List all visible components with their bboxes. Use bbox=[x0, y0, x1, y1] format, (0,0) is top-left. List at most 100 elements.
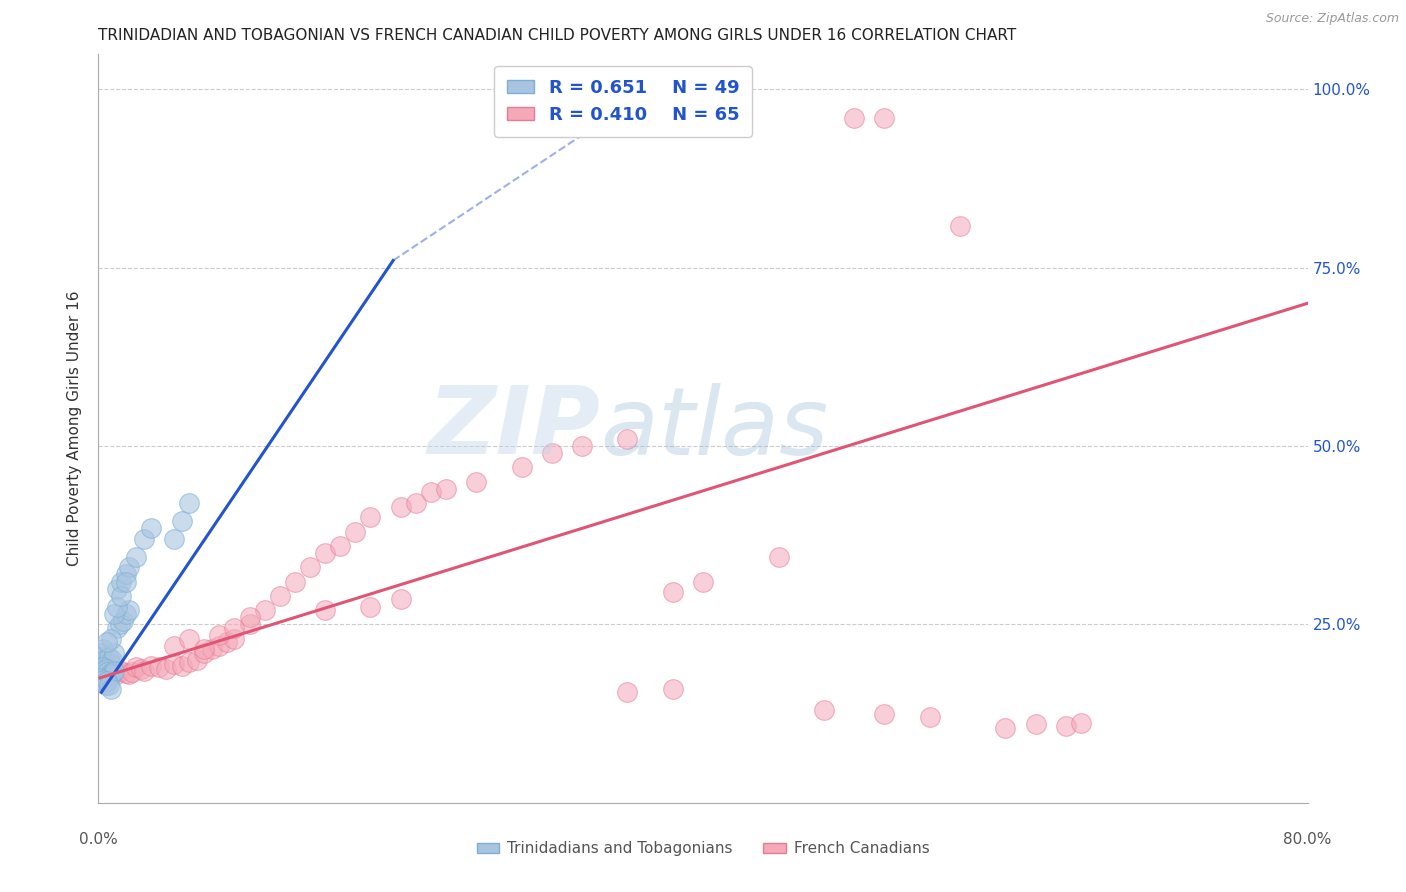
Point bbox=[94, 662, 117, 676]
Point bbox=[813, 703, 835, 717]
Point bbox=[125, 549, 148, 564]
Point bbox=[91, 642, 114, 657]
Point bbox=[101, 667, 124, 681]
Point bbox=[215, 635, 238, 649]
Point bbox=[98, 649, 121, 664]
Point bbox=[186, 653, 208, 667]
Point bbox=[91, 665, 114, 680]
Point bbox=[844, 111, 866, 125]
Point bbox=[111, 614, 134, 628]
Point bbox=[125, 660, 148, 674]
Point bbox=[90, 674, 112, 689]
Point bbox=[389, 500, 412, 514]
Point bbox=[103, 665, 125, 680]
Point bbox=[239, 617, 262, 632]
Point bbox=[571, 439, 593, 453]
Point bbox=[105, 582, 128, 596]
Point bbox=[616, 685, 638, 699]
Point bbox=[118, 603, 141, 617]
Text: TRINIDADIAN AND TOBAGONIAN VS FRENCH CANADIAN CHILD POVERTY AMONG GIRLS UNDER 16: TRINIDADIAN AND TOBAGONIAN VS FRENCH CAN… bbox=[98, 28, 1017, 43]
Point bbox=[110, 589, 132, 603]
Point bbox=[344, 524, 367, 539]
Point bbox=[96, 665, 118, 680]
Point bbox=[314, 546, 336, 560]
Y-axis label: Child Poverty Among Girls Under 16: Child Poverty Among Girls Under 16 bbox=[67, 291, 83, 566]
Point bbox=[94, 678, 117, 692]
Point bbox=[110, 574, 132, 589]
Point bbox=[994, 721, 1017, 735]
Point bbox=[616, 432, 638, 446]
Point bbox=[163, 532, 186, 546]
Point bbox=[465, 475, 488, 489]
Point bbox=[118, 667, 141, 681]
Point bbox=[170, 514, 193, 528]
Point bbox=[91, 660, 114, 674]
Point bbox=[434, 482, 457, 496]
Point bbox=[299, 560, 322, 574]
Point bbox=[314, 603, 336, 617]
Point bbox=[420, 485, 443, 500]
Point bbox=[94, 667, 117, 681]
Point bbox=[193, 642, 215, 657]
Point bbox=[94, 657, 117, 671]
Point bbox=[89, 671, 111, 685]
Point bbox=[105, 599, 128, 614]
Point bbox=[224, 621, 246, 635]
Point bbox=[114, 607, 136, 621]
Text: 0.0%: 0.0% bbox=[79, 832, 118, 847]
Point bbox=[103, 607, 125, 621]
Point bbox=[141, 521, 163, 535]
Point bbox=[101, 653, 124, 667]
Point bbox=[100, 681, 122, 696]
Point bbox=[148, 660, 170, 674]
Point bbox=[90, 646, 112, 660]
Point bbox=[105, 667, 128, 681]
Point bbox=[100, 632, 122, 646]
Point bbox=[510, 460, 533, 475]
Text: atlas: atlas bbox=[600, 383, 828, 474]
Point bbox=[661, 585, 683, 599]
Point bbox=[155, 662, 177, 676]
Text: 80.0%: 80.0% bbox=[1284, 832, 1331, 847]
Point bbox=[692, 574, 714, 589]
Point bbox=[269, 589, 291, 603]
Point bbox=[89, 664, 111, 678]
Point bbox=[93, 676, 115, 690]
Point bbox=[100, 657, 122, 671]
Point bbox=[108, 617, 131, 632]
Point bbox=[201, 642, 224, 657]
Point bbox=[163, 657, 186, 671]
Point bbox=[103, 646, 125, 660]
Point bbox=[132, 664, 155, 678]
Point bbox=[873, 111, 896, 125]
Point bbox=[179, 496, 201, 510]
Point bbox=[121, 665, 143, 680]
Point bbox=[1054, 719, 1077, 733]
Point bbox=[105, 621, 128, 635]
Point bbox=[208, 639, 231, 653]
Point bbox=[129, 662, 152, 676]
Point bbox=[949, 219, 972, 234]
Point bbox=[540, 446, 562, 460]
Point bbox=[360, 510, 382, 524]
Point bbox=[208, 628, 231, 642]
Point bbox=[179, 655, 201, 669]
Point bbox=[661, 681, 683, 696]
Point bbox=[114, 574, 136, 589]
Point bbox=[96, 660, 118, 674]
Point bbox=[90, 667, 112, 681]
Point bbox=[96, 674, 118, 689]
Point bbox=[93, 653, 115, 667]
Point bbox=[110, 664, 132, 678]
Point bbox=[132, 532, 155, 546]
Point bbox=[163, 639, 186, 653]
Point bbox=[93, 664, 115, 678]
Point bbox=[96, 635, 118, 649]
Point bbox=[98, 669, 121, 683]
Text: Source: ZipAtlas.com: Source: ZipAtlas.com bbox=[1265, 12, 1399, 25]
Point bbox=[918, 710, 941, 724]
Point bbox=[98, 669, 121, 683]
Point bbox=[768, 549, 790, 564]
Point bbox=[114, 567, 136, 582]
Point bbox=[170, 658, 193, 673]
